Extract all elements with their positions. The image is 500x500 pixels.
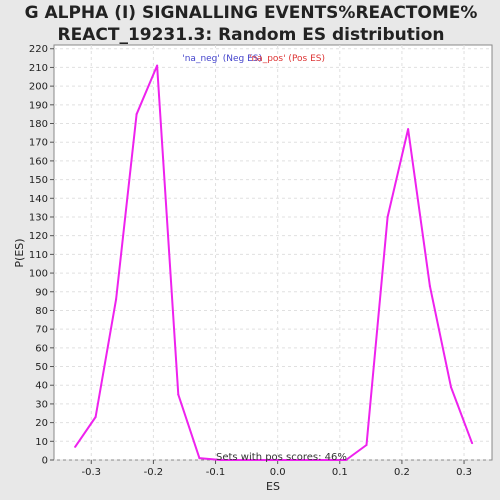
x-tick-label: 0.0: [270, 467, 286, 478]
y-tick-label: 160: [29, 156, 48, 167]
y-tick-label: 60: [35, 343, 48, 354]
data-point: [177, 394, 179, 396]
data-point: [74, 446, 76, 448]
y-tick-label: 130: [29, 212, 48, 223]
data-point: [471, 442, 473, 444]
y-tick-label: 210: [29, 63, 48, 74]
x-tick-label: -0.1: [206, 467, 226, 478]
chart-title-line1: G ALPHA (I) SIGNALLING EVENTS%REACTOME%: [25, 3, 478, 23]
y-tick-label: 140: [29, 194, 48, 205]
y-tick-label: 90: [35, 287, 48, 298]
y-tick-label: 50: [35, 362, 48, 373]
y-tick-label: 170: [29, 138, 48, 149]
data-point: [95, 416, 97, 418]
data-point: [115, 298, 117, 300]
legend-pos-label: 'na_pos' (Pos ES): [249, 54, 325, 64]
data-point: [407, 128, 409, 130]
x-tick-label: 0.2: [394, 467, 410, 478]
data-point: [387, 216, 389, 218]
x-tick-label: -0.3: [82, 467, 102, 478]
data-point: [198, 457, 200, 459]
y-tick-label: 200: [29, 82, 48, 93]
data-point: [366, 444, 368, 446]
y-tick-label: 190: [29, 100, 48, 111]
y-tick-label: 30: [35, 399, 48, 410]
y-tick-label: 110: [29, 250, 48, 261]
y-tick-label: 80: [35, 306, 48, 317]
pos-scores-annotation: Sets with pos scores: 46%: [216, 452, 347, 463]
y-tick-label: 40: [35, 381, 48, 392]
y-tick-label: 10: [35, 437, 48, 448]
chart-title-line2: REACT_19231.3: Random ES distribution: [58, 25, 445, 45]
y-axis-label: P(ES): [13, 238, 26, 267]
y-tick-label: 220: [29, 44, 48, 55]
plot-area: [54, 45, 492, 460]
data-point: [450, 386, 452, 388]
y-tick-label: 150: [29, 175, 48, 186]
data-point: [156, 65, 158, 67]
y-tick-label: 20: [35, 418, 48, 429]
y-tick-label: 0: [42, 456, 48, 467]
y-tick-label: 70: [35, 325, 48, 336]
data-point: [429, 285, 431, 287]
x-axis-label: ES: [266, 480, 280, 493]
x-tick-label: -0.2: [144, 467, 164, 478]
y-tick-label: 180: [29, 119, 48, 130]
x-tick-label: 0.1: [332, 467, 348, 478]
x-tick-label: 0.3: [456, 467, 472, 478]
y-axis: 0 10 20 30 40 50 60 70 80 90 100 110 120 130 140 150 160…: [29, 44, 54, 466]
y-tick-label: 120: [29, 231, 48, 242]
y-tick-label: 100: [29, 269, 48, 280]
data-point: [136, 113, 138, 115]
